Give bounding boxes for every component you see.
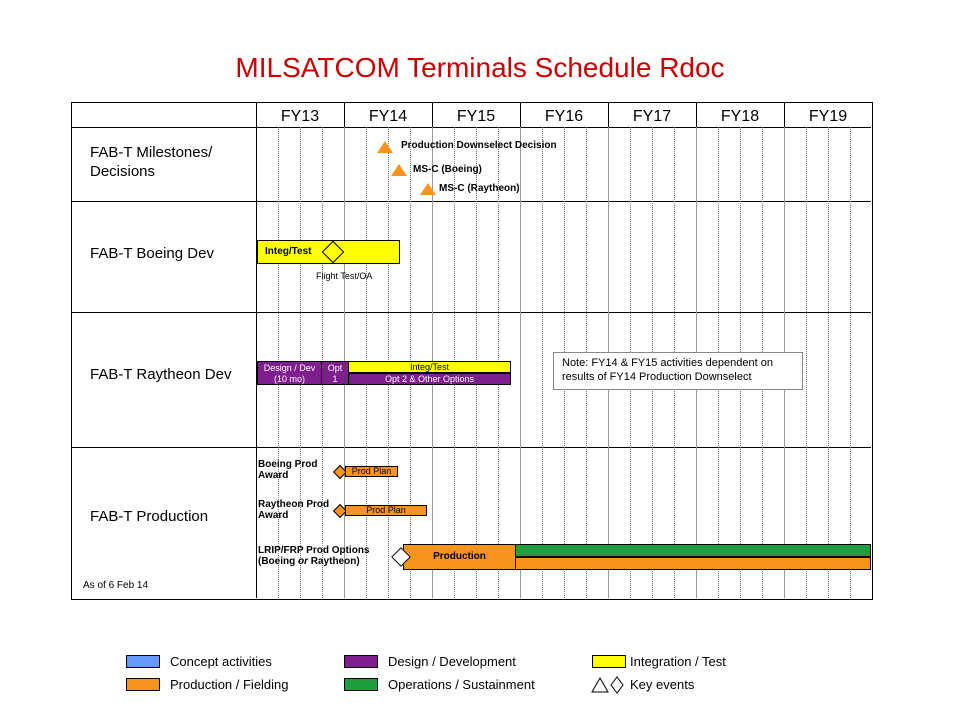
legend-integ-label: Integration / Test: [630, 654, 726, 669]
row-divider: [71, 312, 871, 313]
lrip-sub-b: Raytheon): [308, 556, 360, 567]
production-bar-label: Production: [433, 551, 486, 562]
quarter-gridline: [806, 127, 807, 598]
milestone-triangle-icon: [420, 183, 436, 195]
raytheon-prod-award-text: Raytheon Prod Award: [258, 499, 330, 521]
raytheon-integ-test-label: Integ/Test: [409, 362, 450, 372]
schedule-note: Note: FY14 & FY15 activities dependent o…: [553, 352, 803, 390]
header-divider: [71, 127, 871, 128]
lrip-frp-title: LRIP/FRP Prod Options: [258, 545, 370, 556]
fy-header: FY15: [456, 108, 496, 125]
lrip-sub-a: (Boeing: [258, 556, 298, 567]
legend-ops-swatch: [344, 678, 378, 691]
flight-test-label: Flight Test/OA: [316, 271, 373, 281]
as-of-date: As of 6 Feb 14: [83, 580, 149, 591]
boeing-prod-plan-bar: Prod Plan: [345, 466, 398, 477]
raytheon-integ-test-bar: Integ/Test: [348, 361, 511, 373]
raytheon-opt2-bar: Opt 2 & Other Options: [348, 373, 511, 385]
boeing-prod-award-label: Boeing Prod Award: [258, 459, 333, 481]
legend-production-swatch: [126, 678, 160, 691]
production-bar: Production: [403, 544, 516, 570]
fy-header: FY16: [544, 108, 584, 125]
fy-divider: [344, 102, 345, 127]
production-fielding-bar: [515, 557, 871, 570]
opt-number: 1: [332, 374, 338, 384]
row-divider: [71, 201, 871, 202]
page-title: MILSATCOM Terminals Schedule Rdoc: [235, 52, 725, 83]
quarter-gridline: [850, 127, 851, 598]
fy-header: FY17: [632, 108, 672, 125]
lrip-frp-subtitle: (Boeing or Raytheon): [258, 556, 369, 567]
legend-ops-label: Operations / Sustainment: [388, 677, 535, 692]
milestone-msc-raytheon-label: MS-C (Raytheon): [439, 183, 520, 194]
design-dev-duration: (10 mo): [273, 374, 305, 384]
legend-key-events-icon: [591, 676, 624, 694]
fy-header: FY14: [368, 108, 408, 125]
row-label-raytheon-dev: FAB-T Raytheon Dev: [90, 366, 232, 383]
label-column-divider: [256, 102, 257, 598]
milestone-triangle-icon: [377, 141, 393, 153]
row-label-milestones: FAB-T Milestones/ Decisions: [90, 144, 213, 180]
legend-key-label: Key events: [630, 677, 695, 692]
fy-divider: [696, 102, 697, 127]
legend-concept-label: Concept activities: [170, 654, 272, 669]
fy-divider: [520, 102, 521, 127]
fy-header: FY13: [280, 108, 320, 125]
boeing-prod-award-text: Boeing Prod Award: [258, 459, 318, 481]
lrip-sub-or: or: [298, 556, 308, 567]
quarter-gridline: [542, 127, 543, 598]
raytheon-prod-award-label: Raytheon Prod Award: [258, 499, 338, 521]
raytheon-prod-plan-label: Prod Plan: [366, 505, 406, 515]
row-label-boeing-dev: FAB-T Boeing Dev: [90, 245, 214, 262]
lrip-frp-label: LRIP/FRP Prod Options (Boeing or Raytheo…: [258, 545, 369, 567]
opt-label: Opt: [327, 363, 343, 373]
fy-divider: [608, 102, 609, 127]
opt2-label: Opt 2 & Other Options: [384, 374, 475, 384]
schedule-frame: [71, 102, 873, 600]
boeing-integ-test-label: Integ/Test: [265, 246, 312, 257]
raytheon-design-dev-bar: Design / Dev (10 mo): [257, 361, 322, 385]
row-label-production: FAB-T Production: [90, 508, 209, 525]
fy-header: FY18: [720, 108, 760, 125]
legend-production-label: Production / Fielding: [170, 677, 289, 692]
legend-design-swatch: [344, 655, 378, 668]
quarter-gridline: [828, 127, 829, 598]
fy-header: FY19: [808, 108, 848, 125]
legend-integ-swatch: [592, 655, 626, 668]
fy-divider: [784, 102, 785, 127]
design-dev-label: Design / Dev: [263, 363, 316, 373]
raytheon-prod-plan-bar: Prod Plan: [345, 505, 427, 516]
boeing-prod-plan-label: Prod Plan: [351, 466, 392, 476]
fy-divider: [432, 102, 433, 127]
milestone-triangle-icon: [391, 164, 407, 176]
operations-bar: [515, 544, 871, 557]
row-divider: [71, 447, 871, 448]
legend-concept-swatch: [126, 655, 160, 668]
raytheon-opt1-bar: Opt 1: [321, 361, 349, 385]
legend-design-label: Design / Development: [388, 654, 516, 669]
fy-gridline: [520, 127, 521, 598]
milestone-downselect-label: Production Downselect Decision: [401, 140, 557, 151]
milestone-msc-boeing-label: MS-C (Boeing): [413, 164, 482, 175]
